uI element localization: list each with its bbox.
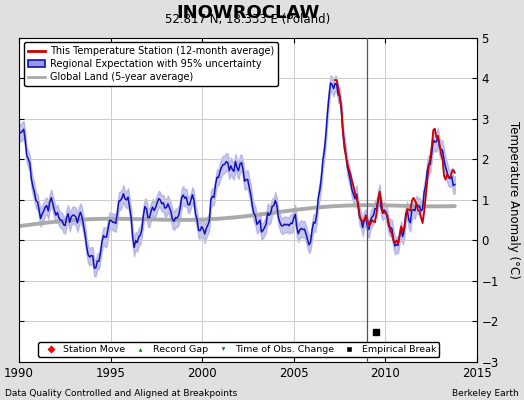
Text: Berkeley Earth: Berkeley Earth bbox=[452, 389, 519, 398]
Text: Data Quality Controlled and Aligned at Breakpoints: Data Quality Controlled and Aligned at B… bbox=[5, 389, 237, 398]
Title: INOWROCLAW: INOWROCLAW bbox=[176, 4, 320, 22]
Text: 52.817 N, 18.333 E (Poland): 52.817 N, 18.333 E (Poland) bbox=[165, 13, 331, 26]
Legend: Station Move, Record Gap, Time of Obs. Change, Empirical Break: Station Move, Record Gap, Time of Obs. C… bbox=[38, 342, 440, 357]
Y-axis label: Temperature Anomaly (°C): Temperature Anomaly (°C) bbox=[507, 121, 520, 279]
